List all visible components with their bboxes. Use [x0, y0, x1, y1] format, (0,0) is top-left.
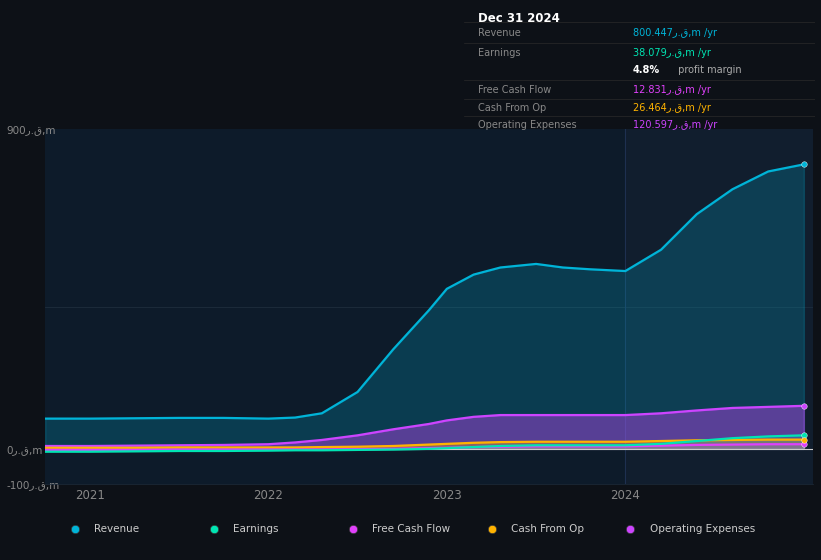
Text: Revenue: Revenue	[478, 28, 521, 38]
Text: 26.464ر.ق,m /yr: 26.464ر.ق,m /yr	[632, 103, 710, 113]
Text: Operating Expenses: Operating Expenses	[478, 120, 576, 130]
Text: 4.8%: 4.8%	[632, 66, 659, 76]
Text: 120.597ر.ق,m /yr: 120.597ر.ق,m /yr	[632, 120, 717, 130]
Text: Cash From Op: Cash From Op	[511, 525, 584, 534]
Text: Cash From Op: Cash From Op	[478, 103, 546, 113]
Text: Dec 31 2024: Dec 31 2024	[478, 12, 560, 25]
Text: Free Cash Flow: Free Cash Flow	[478, 85, 551, 95]
Text: profit margin: profit margin	[675, 66, 741, 76]
Text: Earnings: Earnings	[233, 525, 278, 534]
Text: Revenue: Revenue	[94, 525, 140, 534]
Text: Earnings: Earnings	[478, 48, 521, 58]
Text: 38.079ر.ق,m /yr: 38.079ر.ق,m /yr	[632, 48, 710, 58]
Text: Operating Expenses: Operating Expenses	[649, 525, 755, 534]
Text: 800.447ر.ق,m /yr: 800.447ر.ق,m /yr	[632, 28, 717, 38]
Text: Free Cash Flow: Free Cash Flow	[372, 525, 450, 534]
Text: 12.831ر.ق,m /yr: 12.831ر.ق,m /yr	[632, 85, 710, 95]
Bar	[626, 129, 813, 484]
